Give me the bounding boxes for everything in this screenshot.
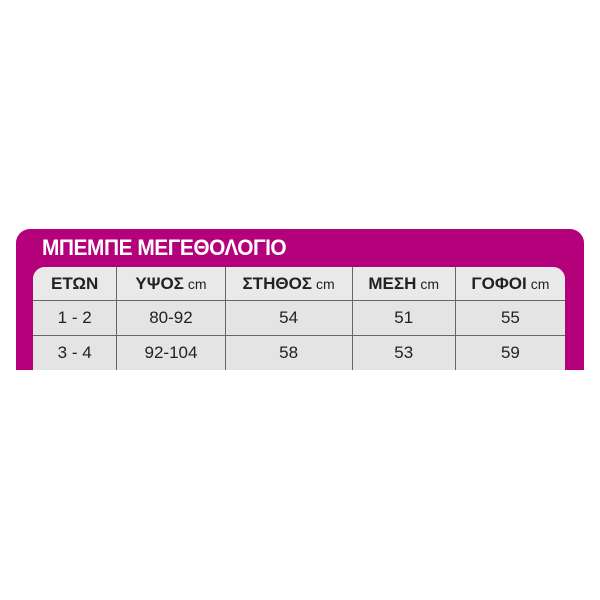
- table-cell: 80-92: [117, 301, 226, 335]
- size-chart: ΜΠΕΜΠΕ ΜΕΓΕΘΟΛΟΓΙΟ ΕΤΩΝ ΥΨΟΣ cm ΣΤΗΘΟΣ cm …: [16, 229, 584, 370]
- table-cell: 51: [353, 301, 456, 335]
- header-cell: ΣΤΗΘΟΣ cm: [226, 267, 353, 300]
- table-row: 3 - 4 92-104 58 53 59: [33, 336, 565, 370]
- table-row: 1 - 2 80-92 54 51 55: [33, 301, 565, 336]
- table-header-row: ΕΤΩΝ ΥΨΟΣ cm ΣΤΗΘΟΣ cm ΜΕΣΗ cm ΓΟΦΟΙ cm: [33, 267, 565, 301]
- table-cell: 3 - 4: [33, 336, 118, 370]
- table-cell: 1 - 2: [33, 301, 118, 335]
- chart-title: ΜΠΕΜΠΕ ΜΕΓΕΘΟΛΟΓΙΟ: [42, 235, 287, 260]
- header-cell: ΜΕΣΗ cm: [353, 267, 456, 300]
- table-cell: 53: [353, 336, 456, 370]
- header-cell: ΥΨΟΣ cm: [117, 267, 226, 300]
- table-cell: 54: [226, 301, 353, 335]
- header-cell: ΓΟΦΟΙ cm: [471, 273, 550, 293]
- size-table: ΕΤΩΝ ΥΨΟΣ cm ΣΤΗΘΟΣ cm ΜΕΣΗ cm ΓΟΦΟΙ cm 1 - …: [33, 267, 565, 370]
- header-cell: ΕΤΩΝ: [33, 267, 118, 300]
- table-cell: 92-104: [117, 336, 226, 370]
- table-cell: 59: [500, 343, 520, 362]
- table-cell: 58: [226, 336, 353, 370]
- table-cell: 55: [500, 308, 520, 327]
